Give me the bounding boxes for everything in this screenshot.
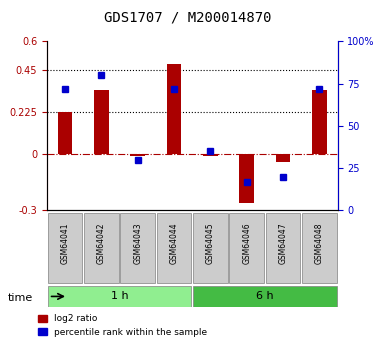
- FancyBboxPatch shape: [48, 286, 192, 307]
- FancyBboxPatch shape: [266, 213, 300, 283]
- Text: GSM64043: GSM64043: [133, 222, 142, 264]
- Text: GSM64044: GSM64044: [170, 222, 178, 264]
- FancyBboxPatch shape: [84, 213, 119, 283]
- FancyBboxPatch shape: [193, 286, 337, 307]
- Text: GSM64042: GSM64042: [97, 222, 106, 264]
- Text: GSM64046: GSM64046: [242, 222, 251, 264]
- Bar: [203, 154, 217, 156]
- Bar: [167, 64, 181, 154]
- Text: time: time: [8, 294, 33, 303]
- Bar: [58, 112, 72, 154]
- Text: GSM64041: GSM64041: [60, 222, 69, 264]
- FancyBboxPatch shape: [229, 213, 264, 283]
- Bar: [239, 154, 254, 203]
- Text: 1 h: 1 h: [111, 292, 128, 302]
- Text: GSM64047: GSM64047: [279, 222, 288, 264]
- Bar: [312, 90, 327, 154]
- Legend: log2 ratio, percentile rank within the sample: log2 ratio, percentile rank within the s…: [34, 311, 211, 341]
- Text: GSM64048: GSM64048: [315, 222, 324, 264]
- FancyBboxPatch shape: [302, 213, 337, 283]
- Text: 6 h: 6 h: [256, 292, 274, 302]
- FancyBboxPatch shape: [193, 213, 228, 283]
- Bar: [130, 154, 145, 156]
- Bar: [276, 154, 290, 161]
- Bar: [94, 90, 109, 154]
- FancyBboxPatch shape: [48, 213, 82, 283]
- Text: GDS1707 / M200014870: GDS1707 / M200014870: [104, 10, 271, 24]
- Text: GSM64045: GSM64045: [206, 222, 215, 264]
- FancyBboxPatch shape: [120, 213, 155, 283]
- FancyBboxPatch shape: [157, 213, 192, 283]
